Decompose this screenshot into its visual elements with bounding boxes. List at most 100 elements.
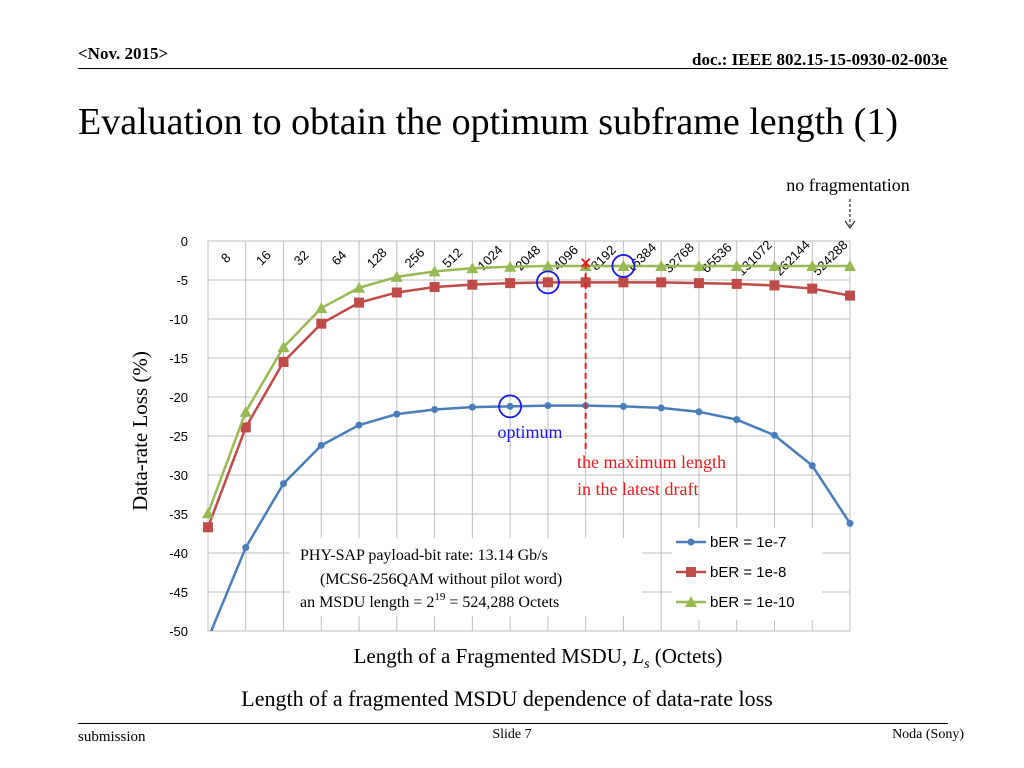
x-axis-title-var: L: [631, 644, 644, 668]
series-0-point-15: [770, 431, 778, 439]
series-1-point-14: [731, 278, 742, 289]
series-1-point-12: [656, 277, 667, 288]
annotations-layer: Data-rate Loss (%) Length of a Fragmented…: [128, 175, 910, 711]
series-2-point-8: [504, 260, 517, 272]
series-1-point-6: [429, 282, 440, 293]
series-2-point-1: [239, 405, 252, 417]
series-2-line: [206, 264, 850, 514]
y-axis-ticks: 0 -5 -10 -15 -20 -25 -30 -35 -40 -45 -50: [169, 234, 188, 639]
series-1-point-9: [542, 277, 553, 288]
series-2-point-5: [390, 270, 403, 282]
series-1-point-2: [278, 356, 289, 367]
series-layer: [202, 259, 856, 631]
header-rule: [78, 68, 948, 69]
series-1-point-16: [807, 283, 818, 294]
series-0-point-9: [544, 402, 552, 410]
series-0-point-4: [355, 421, 363, 429]
legend-label-2: bER = 1e-10: [710, 594, 795, 611]
optimum-circle-ber-1e-10: [611, 254, 636, 278]
series-2-point-9: [541, 259, 554, 271]
series-1-point-0: [203, 522, 213, 533]
series-1-point-7: [467, 279, 478, 290]
series-0-point-1: [242, 544, 250, 552]
header-date: <Nov. 2015>: [78, 44, 169, 63]
legend-bg: [672, 528, 822, 620]
info-line-2: (MCS6-256QAM without pilot word): [320, 571, 562, 588]
series-2-point-3: [315, 302, 328, 314]
optimum-circle-ber-1e-8: [535, 270, 560, 295]
y-tick-label-8: -40: [169, 546, 188, 561]
series-2-point-4: [353, 281, 366, 293]
series-0-point-14: [733, 416, 741, 424]
y-tick-label-9: -45: [169, 585, 188, 600]
slide-title: Evaluation to obtain the optimum subfram…: [78, 101, 898, 143]
y-tick-label-10: -50: [169, 624, 188, 639]
y-tick-label-7: -35: [169, 507, 188, 522]
footer-rule: [78, 723, 948, 724]
series-2-point-2: [277, 341, 290, 353]
series-0-line: [209, 404, 852, 631]
legend: bER = 1e-7 bER = 1e-8 bER = 1e-10: [672, 528, 822, 620]
x-axis-title: Length of a Fragmented MSDU, Ls (Octets): [354, 644, 723, 672]
legend-label-0: bER = 1e-7: [710, 534, 786, 551]
footer-slide-number: Slide 7: [492, 727, 532, 742]
series-0-point-2: [280, 480, 288, 488]
optimum-circle-ber-1e-7: [498, 394, 523, 419]
series-0-point-3: [317, 441, 325, 449]
footer-author: Noda (Sony): [892, 727, 964, 742]
info-line-3: an MSDU length = 219 = 524,288 Octets: [300, 591, 559, 611]
series-1-point-11: [618, 277, 629, 288]
legend-marker-0: [687, 538, 695, 546]
series-2-point-7: [466, 262, 479, 274]
series-0-point-7: [468, 403, 476, 411]
series-1-point-5: [391, 287, 402, 298]
series-1-line: [206, 281, 851, 528]
info-line-3-sup: 19: [434, 591, 446, 603]
series-0: [209, 402, 854, 631]
y-axis-title: Data-rate Loss (%): [128, 351, 152, 511]
series-0-point-8: [506, 402, 514, 410]
series-0-point-17: [846, 519, 854, 527]
series-2-point-15: [768, 259, 781, 271]
series-2-point-17: [844, 259, 856, 271]
series-1-point-13: [693, 278, 704, 289]
footer-left: submission: [78, 729, 146, 745]
series-1-point-3: [316, 318, 327, 329]
y-tick-label-2: -10: [169, 312, 188, 327]
series-2: [202, 259, 856, 519]
series-2-point-16: [806, 259, 819, 271]
no-fragmentation-label: no fragmentation: [786, 175, 909, 195]
series-2-point-6: [428, 265, 441, 277]
legend-label-1: bER = 1e-8: [710, 564, 786, 581]
chart-caption: Length of a fragmented MSDU dependence o…: [241, 686, 772, 711]
series-0-point-6: [431, 405, 439, 413]
series-0-point-16: [808, 462, 816, 470]
series-1-point-10: [580, 277, 591, 288]
y-tick-label-1: -5: [176, 273, 188, 288]
series-1-point-8: [505, 278, 516, 289]
series-0-point-13: [695, 408, 703, 416]
max-length-label-line2: in the latest draft: [577, 479, 698, 499]
series-1-point-1: [240, 422, 251, 433]
series-2-point-11: [617, 259, 630, 271]
x-axis-title-sub: s: [644, 657, 650, 672]
header-doc-id: doc.: IEEE 802.15-15-0930-02-003e: [692, 50, 947, 69]
info-line-1: PHY-SAP payload-bit rate: 13.14 Gb/s: [300, 547, 548, 564]
series-1-point-17: [845, 290, 855, 301]
max-length-x-marker: [580, 258, 591, 268]
x-axis-title-suffix: (Octets): [650, 644, 723, 668]
legend-marker-1: [686, 567, 696, 577]
x-axis-title-prefix: Length of a Fragmented MSDU,: [354, 644, 633, 668]
series-1: [203, 277, 855, 533]
info-box-bg: [290, 538, 642, 616]
series-0-point-11: [619, 402, 627, 410]
series-2-point-0: [202, 507, 214, 519]
optimum-label: optimum: [497, 422, 562, 442]
series-0-point-5: [393, 410, 401, 418]
y-tick-label-0: 0: [181, 234, 188, 249]
legend-marker-2: [685, 596, 697, 607]
info-line-3-suffix: = 524,288 Octets: [445, 594, 559, 611]
series-2-point-14: [730, 259, 743, 271]
info-line-3-prefix: an MSDU length = 2: [300, 594, 434, 611]
